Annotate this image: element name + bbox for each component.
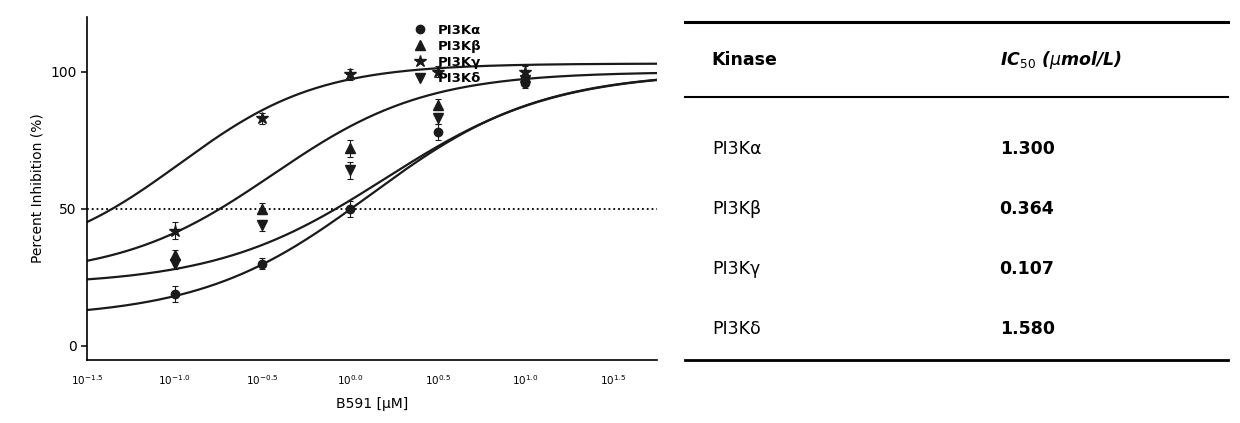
Text: $10^{0.5}$: $10^{0.5}$ [424, 373, 450, 387]
Text: 1.580: 1.580 [999, 320, 1054, 338]
Text: PI3Kβ: PI3Kβ [712, 200, 761, 218]
Text: $10^{-1.0}$: $10^{-1.0}$ [159, 373, 191, 387]
Text: $10^{1.5}$: $10^{1.5}$ [600, 373, 626, 387]
Y-axis label: Percent Inhibition (%): Percent Inhibition (%) [31, 113, 45, 263]
Text: PI3Kδ: PI3Kδ [712, 320, 760, 338]
Text: $10^{1.0}$: $10^{1.0}$ [512, 373, 538, 387]
Text: PI3Kα: PI3Kα [712, 140, 761, 158]
Legend: PI3Kα, PI3Kβ, PI3Kγ, PI3Kδ: PI3Kα, PI3Kβ, PI3Kγ, PI3Kδ [407, 24, 481, 85]
X-axis label: B591 [μM]: B591 [μM] [336, 397, 408, 411]
Text: IC$_{50}$ ($\mu$mol/L): IC$_{50}$ ($\mu$mol/L) [999, 49, 1122, 71]
Text: PI3Kγ: PI3Kγ [712, 260, 760, 278]
Text: $10^{-1.5}$: $10^{-1.5}$ [71, 373, 103, 387]
Text: $10^{0.0}$: $10^{0.0}$ [337, 373, 363, 387]
Text: 0.107: 0.107 [999, 260, 1054, 278]
Text: 1.300: 1.300 [999, 140, 1054, 158]
Text: 0.364: 0.364 [999, 200, 1054, 218]
Text: Kinase: Kinase [712, 51, 777, 69]
Text: $10^{-0.5}$: $10^{-0.5}$ [246, 373, 278, 387]
